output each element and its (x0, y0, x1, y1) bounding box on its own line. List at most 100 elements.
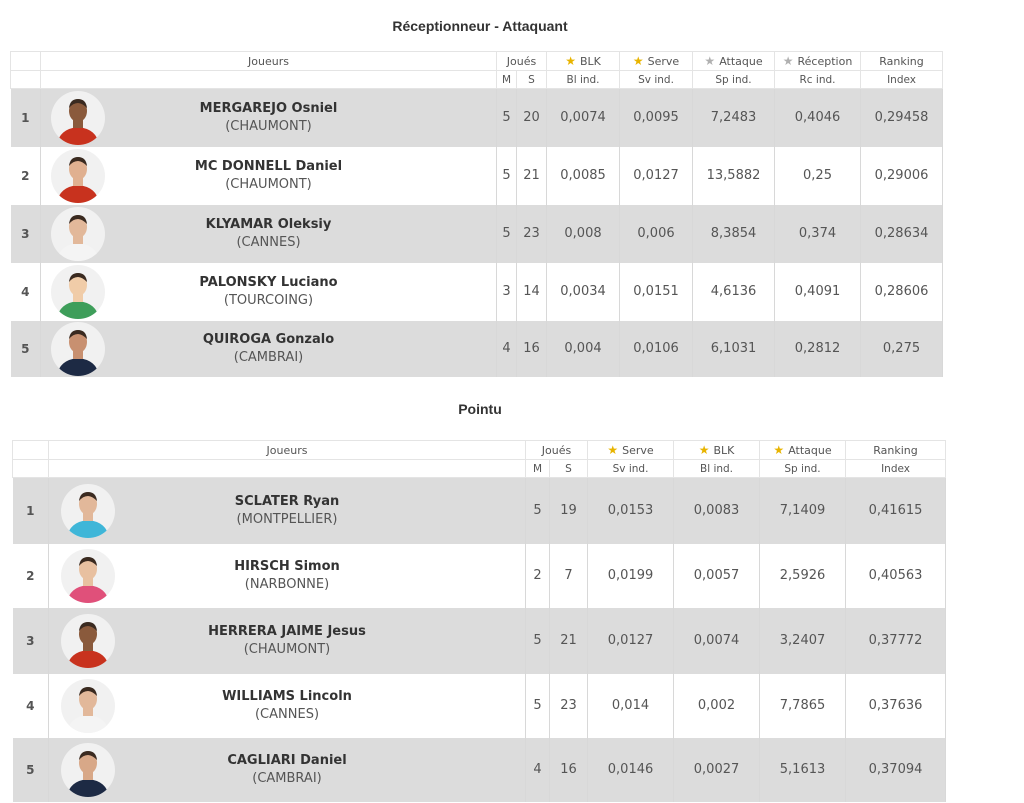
subheader-stat-3: Rc ind. (774, 70, 862, 89)
player-name[interactable]: HERRERA JAIME Jesus (208, 623, 366, 639)
subheader-stat-1: Sv ind. (619, 70, 694, 89)
player-cell[interactable]: CAGLIARI Daniel (CAMBRAI) (48, 737, 526, 802)
matches-played: 5 (525, 607, 550, 674)
header-stat-1: ★ BLK (673, 440, 761, 460)
player-photo (61, 613, 115, 668)
table-row[interactable]: 5 CAGLIARI Daniel (CAMBRAI) 4 16 0,0146 0,0027… (12, 737, 947, 802)
matches-played: 5 (496, 146, 517, 205)
player-name[interactable]: MERGAREJO Osniel (199, 100, 338, 116)
rank-number: 5 (10, 320, 41, 377)
stat-value: 5,1613 (759, 737, 847, 802)
star-gold-icon: ★ (773, 443, 785, 457)
player-cell[interactable]: HERRERA JAIME Jesus (CHAUMONT) (48, 607, 526, 674)
player-club: (CHAUMONT) (243, 641, 331, 657)
ranking-index: 0,29006 (860, 146, 944, 205)
stat-value: 3,2407 (759, 607, 847, 674)
player-club: (CANNES) (236, 234, 301, 250)
header-stat-label: Serve (622, 444, 654, 457)
rank-number: 5 (12, 737, 49, 802)
header-stat-label: Serve (647, 55, 680, 68)
stat-value: 0,25 (774, 146, 862, 205)
player-name[interactable]: KLYAMAR Oleksiy (205, 216, 332, 232)
table-row[interactable]: 5 QUIROGA Gonzalo (CAMBRAI) 4 16 0,004 0,0106 6… (10, 320, 944, 377)
player-cell[interactable]: MC DONNELL Daniel (CHAUMONT) (40, 146, 497, 205)
ranking-index: 0,37094 (845, 737, 947, 802)
stat-value: 0,0074 (673, 607, 761, 674)
header-stat-0: ★ BLK (546, 51, 621, 71)
matches-played: 4 (496, 320, 517, 377)
stat-value: 4,6136 (692, 262, 776, 321)
stat-value: 0,0127 (587, 607, 675, 674)
table-row[interactable]: 3 HERRERA JAIME Jesus (CHAUMONT) 5 21 0,0127 0… (12, 607, 947, 674)
ranking-index: 0,28606 (860, 262, 944, 321)
rank-number: 4 (10, 262, 41, 321)
rank-number: 4 (12, 673, 49, 738)
player-cell[interactable]: KLYAMAR Oleksiy (CANNES) (40, 204, 497, 263)
stat-value: 0,004 (546, 320, 621, 377)
header-players: Joueurs (40, 51, 497, 71)
player-cell[interactable]: HIRSCH Simon (NARBONNE) (48, 543, 526, 608)
sets-played: 19 (549, 477, 589, 544)
table-row[interactable]: 2 HIRSCH Simon (NARBONNE) 2 7 0,0199 0,0057 2,5… (12, 543, 947, 608)
player-club: (CANNES) (254, 706, 320, 722)
star-grey-icon: ★ (782, 54, 794, 68)
stat-value: 0,0085 (546, 146, 621, 205)
stat-value: 0,0074 (546, 88, 621, 147)
player-name[interactable]: WILLIAMS Lincoln (222, 688, 352, 704)
player-photo (61, 742, 115, 797)
sets-played: 20 (516, 88, 548, 147)
sets-played: 23 (516, 204, 548, 263)
stat-value: 0,0106 (619, 320, 694, 377)
rank-number: 1 (10, 88, 41, 147)
player-cell[interactable]: WILLIAMS Lincoln (CANNES) (48, 673, 526, 738)
subheader-s: S (515, 70, 548, 89)
player-photo (61, 548, 115, 603)
header-stat-label: BLK (579, 55, 601, 68)
player-photo (51, 206, 105, 261)
player-photo (51, 148, 105, 203)
player-name[interactable]: QUIROGA Gonzalo (202, 331, 335, 347)
player-club: (CHAUMONT) (225, 118, 312, 134)
player-name[interactable]: SCLATER Ryan (234, 493, 340, 509)
stat-value: 0,008 (546, 204, 621, 263)
player-cell[interactable]: SCLATER Ryan (MONTPELLIER) (48, 477, 526, 544)
player-name[interactable]: CAGLIARI Daniel (227, 752, 347, 768)
subheader-m: M (496, 70, 517, 89)
sets-played: 23 (549, 673, 589, 738)
stat-value: 0,0199 (587, 543, 675, 608)
player-photo (51, 321, 105, 376)
table-row[interactable]: 3 KLYAMAR Oleksiy (CANNES) 5 23 0,008 0,006 8,3… (10, 204, 944, 263)
stat-value: 7,1409 (759, 477, 847, 544)
player-name[interactable]: HIRSCH Simon (234, 558, 340, 574)
header-stat-label: BLK (713, 444, 735, 457)
player-name[interactable]: PALONSKY Luciano (199, 274, 338, 290)
ranking-index: 0,275 (860, 320, 944, 377)
subheader-index: Index (845, 459, 947, 478)
table-row[interactable]: 1 SCLATER Ryan (MONTPELLIER) 5 19 0,0153 0,008… (12, 477, 947, 544)
rank-number: 3 (12, 607, 49, 674)
stat-value: 0,006 (619, 204, 694, 263)
subheader-stat-0: Bl ind. (546, 70, 621, 89)
header-stat-2: ★ Attaque (692, 51, 776, 71)
header-stat-label: Attaque (788, 444, 832, 457)
matches-played: 5 (525, 477, 550, 544)
player-name[interactable]: MC DONNELL Daniel (194, 158, 343, 174)
table-row[interactable]: 4 WILLIAMS Lincoln (CANNES) 5 23 0,014 0,002 7,… (12, 673, 947, 738)
stat-value: 0,002 (673, 673, 761, 738)
player-cell[interactable]: PALONSKY Luciano (TOURCOING) (40, 262, 497, 321)
header-players: Joueurs (48, 440, 526, 460)
header-played: Joués (524, 440, 589, 460)
stat-value: 0,0146 (587, 737, 675, 802)
player-cell[interactable]: QUIROGA Gonzalo (CAMBRAI) (40, 320, 497, 377)
table-row[interactable]: 4 PALONSKY Luciano (TOURCOING) 3 14 0,0034 0,0… (10, 262, 944, 321)
stat-value: 7,2483 (692, 88, 776, 147)
stat-value: 0,0153 (587, 477, 675, 544)
player-club: (NARBONNE) (244, 576, 330, 592)
subheader-stat-0: Sv ind. (587, 459, 675, 478)
table-row[interactable]: 2 MC DONNELL Daniel (CHAUMONT) 5 21 0,0085 0,0… (10, 146, 944, 205)
player-cell[interactable]: MERGAREJO Osniel (CHAUMONT) (40, 88, 497, 147)
player-photo (51, 90, 105, 145)
ranking-index: 0,37636 (845, 673, 947, 738)
ranking-index: 0,41615 (845, 477, 947, 544)
table-row[interactable]: 1 MERGAREJO Osniel (CHAUMONT) 5 20 0,0074 0,00… (10, 88, 944, 147)
